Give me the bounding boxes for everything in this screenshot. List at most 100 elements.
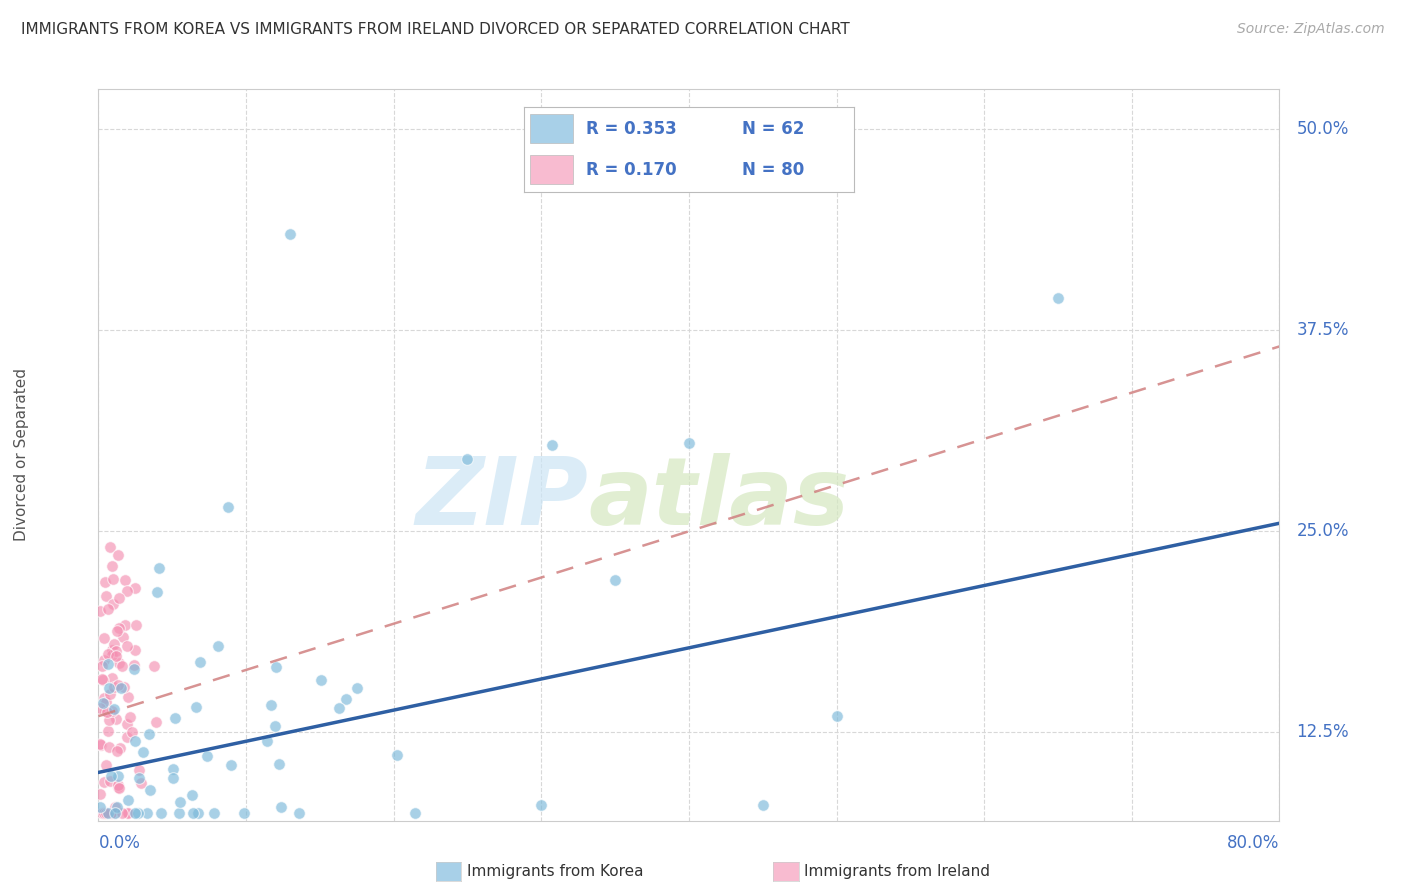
Point (93, 631, 115, 645)
Point (328, 701, 350, 715)
Point (103, 637, 125, 651)
Point (89, 700, 111, 714)
Point (89, 604, 111, 618)
Point (98, 687, 121, 701)
Point (98, 541, 121, 555)
Text: R = 0.170: R = 0.170 (586, 161, 678, 178)
Text: atlas: atlas (589, 453, 849, 545)
Point (91, 805, 114, 820)
Point (94, 758, 117, 772)
Point (124, 643, 146, 657)
Text: 50.0%: 50.0% (1296, 120, 1348, 138)
Point (112, 680, 135, 694)
Point (103, 805, 125, 820)
Point (124, 805, 146, 820)
Point (260, 698, 283, 712)
Point (111, 658, 134, 673)
Point (219, 758, 242, 772)
Point (751, 797, 773, 812)
Text: N = 62: N = 62 (742, 120, 804, 138)
Text: 80.0%: 80.0% (1227, 834, 1279, 852)
Point (100, 805, 122, 820)
Point (124, 734, 146, 748)
Point (162, 771, 184, 785)
FancyBboxPatch shape (530, 155, 574, 184)
Point (97, 657, 120, 671)
Point (181, 788, 204, 802)
Point (104, 712, 127, 726)
Point (97, 681, 120, 696)
Point (107, 778, 129, 792)
Point (117, 793, 139, 807)
Point (278, 227, 302, 241)
Point (93, 805, 115, 820)
Text: 37.5%: 37.5% (1296, 321, 1348, 339)
Point (188, 656, 211, 670)
Point (195, 748, 218, 763)
Point (91, 673, 114, 687)
Point (94, 575, 117, 590)
Point (93, 653, 115, 667)
Point (94, 805, 117, 820)
Point (89, 800, 111, 814)
Point (89, 788, 111, 802)
Point (148, 561, 170, 575)
Point (117, 690, 139, 704)
Point (96, 705, 118, 719)
Point (127, 805, 149, 820)
Point (169, 795, 191, 809)
Text: Immigrants from Ireland: Immigrants from Ireland (804, 864, 990, 879)
Point (101, 573, 124, 587)
FancyBboxPatch shape (530, 114, 574, 144)
Point (97, 805, 120, 820)
Point (103, 702, 125, 716)
Point (104, 800, 127, 814)
Point (101, 559, 124, 574)
Point (146, 584, 169, 599)
Point (232, 805, 254, 820)
Point (825, 709, 848, 723)
Point (128, 771, 150, 785)
Point (93, 705, 115, 719)
Point (97, 739, 120, 754)
Point (90, 672, 112, 686)
Point (121, 725, 143, 739)
Point (264, 719, 287, 733)
Point (122, 663, 145, 677)
Point (187, 805, 209, 820)
Point (150, 805, 173, 820)
Text: Divorced or Separated: Divorced or Separated (14, 368, 28, 541)
Point (93, 696, 115, 710)
Point (270, 799, 292, 814)
Point (110, 740, 132, 755)
Point (117, 639, 139, 653)
Text: R = 0.353: R = 0.353 (586, 120, 678, 138)
Point (117, 805, 139, 820)
Point (93, 691, 115, 706)
Point (103, 680, 125, 694)
Point (100, 704, 122, 718)
Point (98, 774, 121, 789)
Point (114, 617, 136, 632)
Point (103, 597, 125, 611)
Point (162, 762, 184, 776)
Point (105, 744, 128, 758)
Point (97, 601, 120, 615)
Point (207, 640, 229, 654)
Text: Immigrants from Korea: Immigrants from Korea (467, 864, 644, 879)
Point (605, 573, 627, 587)
Point (256, 734, 278, 748)
Point (105, 624, 128, 639)
Point (129, 776, 152, 790)
Point (97, 647, 120, 661)
Point (288, 805, 311, 820)
Point (530, 797, 553, 812)
Point (135, 805, 157, 820)
Point (108, 591, 131, 606)
Point (264, 659, 287, 673)
Point (101, 672, 124, 686)
Point (139, 783, 162, 797)
Point (93, 775, 115, 789)
Point (186, 700, 208, 714)
Point (101, 648, 124, 662)
